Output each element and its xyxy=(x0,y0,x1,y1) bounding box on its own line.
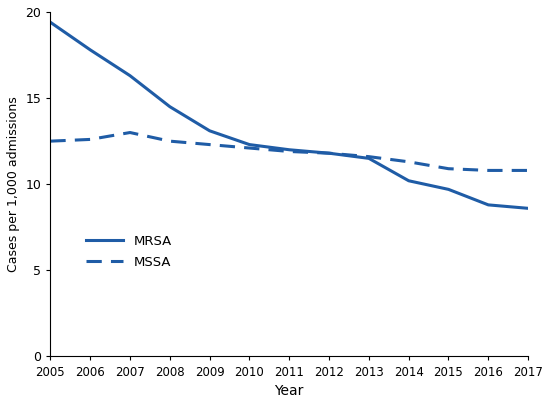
MRSA xyxy=(366,156,372,161)
MSSA xyxy=(206,142,213,147)
MSSA xyxy=(326,151,332,156)
MSSA xyxy=(445,166,452,171)
Line: MSSA: MSSA xyxy=(51,132,528,171)
MRSA xyxy=(326,151,332,156)
MRSA xyxy=(485,202,492,207)
MSSA xyxy=(286,149,293,154)
MRSA xyxy=(206,128,213,133)
MSSA xyxy=(87,137,94,142)
MSSA xyxy=(366,154,372,159)
MSSA xyxy=(405,160,412,164)
MRSA xyxy=(167,104,173,109)
MRSA xyxy=(445,187,452,192)
Line: MRSA: MRSA xyxy=(51,22,528,208)
MRSA xyxy=(246,142,253,147)
MRSA xyxy=(286,147,293,152)
MSSA xyxy=(525,168,531,173)
X-axis label: Year: Year xyxy=(274,384,304,398)
MSSA xyxy=(167,139,173,143)
Y-axis label: Cases per 1,000 admissions: Cases per 1,000 admissions xyxy=(7,96,20,272)
MRSA xyxy=(525,206,531,211)
MSSA xyxy=(126,130,133,135)
MRSA xyxy=(87,47,94,52)
Legend: MRSA, MSSA: MRSA, MSSA xyxy=(81,230,177,274)
MRSA xyxy=(405,178,412,183)
MRSA xyxy=(126,73,133,78)
MRSA xyxy=(47,20,54,25)
MSSA xyxy=(485,168,492,173)
MSSA xyxy=(47,139,54,143)
MSSA xyxy=(246,146,253,151)
